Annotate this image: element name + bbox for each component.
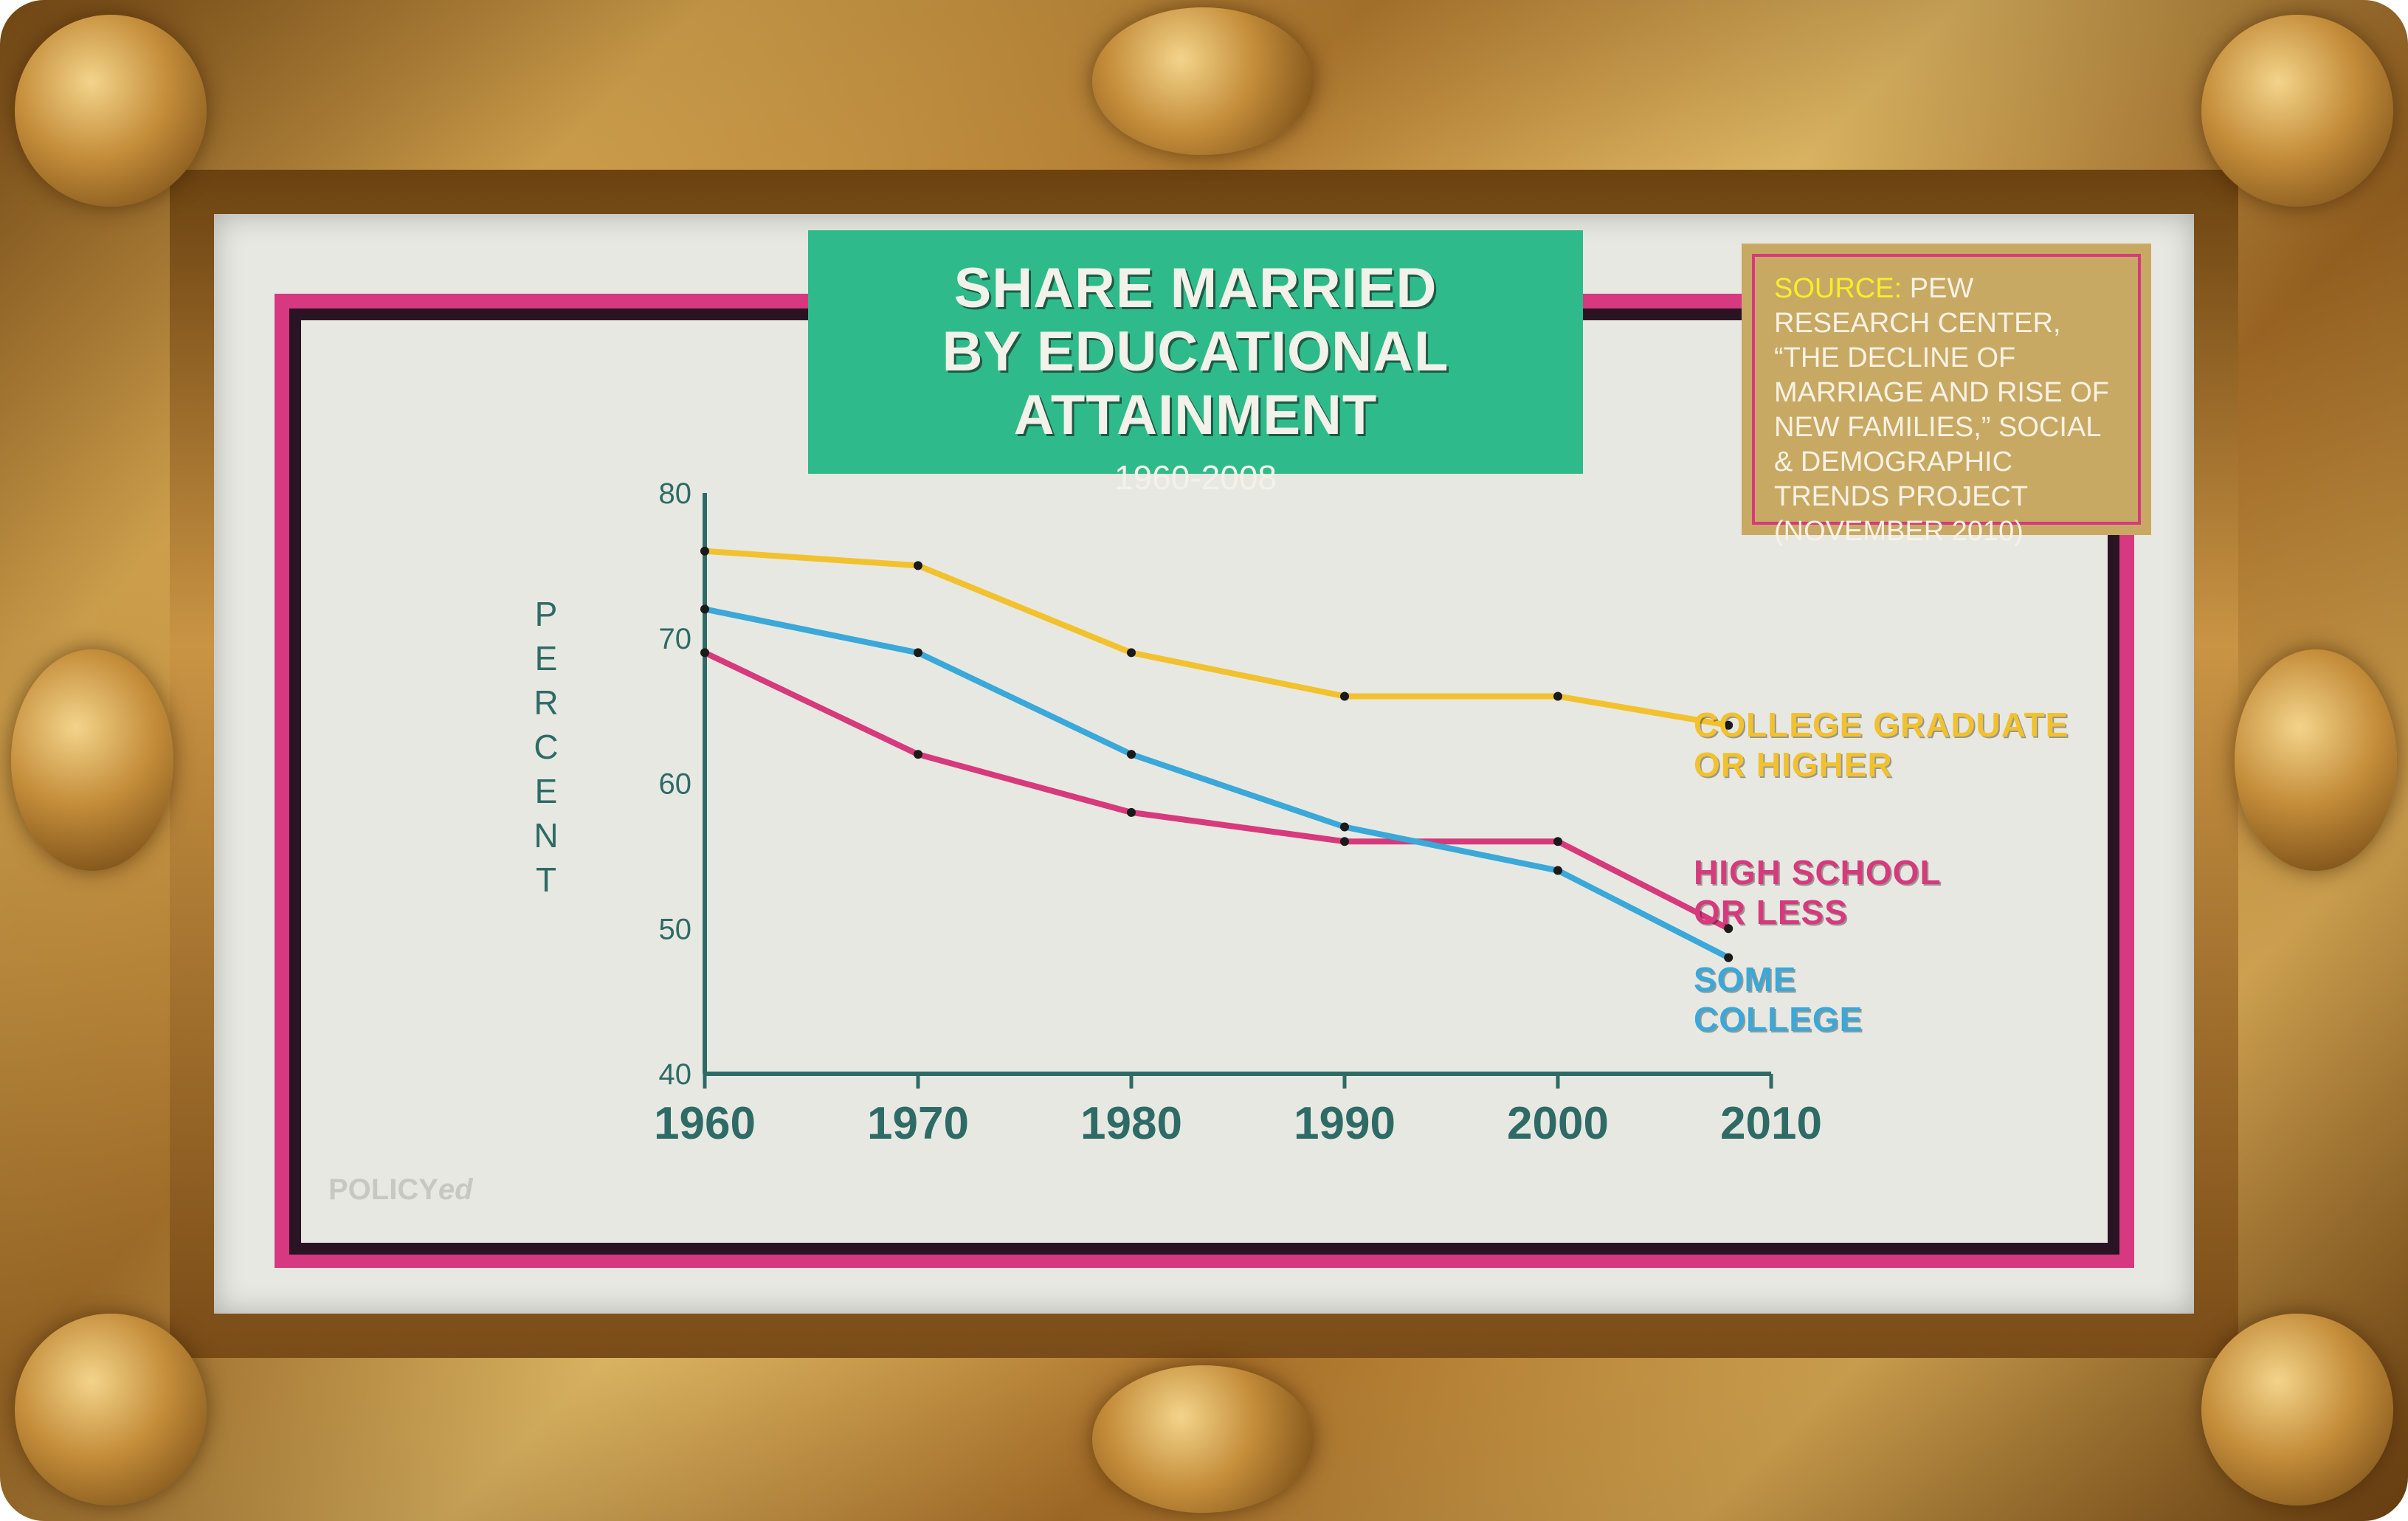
border-dark-right	[2108, 517, 2119, 1255]
frame-ornament-right	[2235, 649, 2397, 871]
series-line	[702, 548, 1732, 728]
data-point	[1724, 720, 1733, 730]
frame-ornament-left	[11, 649, 173, 871]
y-axis-label-letter: N	[534, 816, 559, 855]
chart-border	[275, 294, 2134, 1268]
y-axis-label-letter: E	[534, 639, 558, 677]
data-point	[914, 648, 922, 658]
x-tick-label: 2010	[1720, 1098, 1822, 1149]
chart-title-line-1: SHARE MARRIED	[953, 257, 1438, 320]
frame-ornament-top-right	[2201, 15, 2393, 207]
source-box: SOURCE: PEW RESEARCH CENTER, “THE DECLIN…	[1742, 244, 2151, 547]
data-point	[1127, 648, 1136, 658]
chart-axes	[703, 493, 1771, 1076]
x-tick-label: 2000	[1507, 1098, 1609, 1149]
legend-label: HIGH SCHOOL OR LESS	[1694, 852, 1942, 932]
data-point	[700, 604, 709, 614]
legend-label-line: COLLEGE	[1694, 1000, 1863, 1038]
chart-subtitle: 1960-2008	[1114, 458, 1277, 497]
border-dark-bottom	[289, 1243, 2119, 1255]
series-line	[702, 649, 1732, 932]
data-point	[1553, 837, 1562, 846]
y-axis-label-letter: E	[534, 772, 558, 810]
y-tick-label: 50	[659, 913, 692, 945]
frame-ornament-bottom-left	[15, 1314, 207, 1506]
data-point	[1340, 822, 1349, 832]
x-tick-label: 1980	[1080, 1098, 1182, 1149]
series-layer	[700, 546, 1733, 962]
data-point	[1553, 691, 1562, 701]
chart-title-box: SHARE MARRIED BY EDUCATIONAL ATTAINMENT …	[808, 230, 1583, 497]
chart-title-line-2: BY EDUCATIONAL ATTAINMENT	[942, 320, 1449, 446]
data-point	[1553, 866, 1562, 875]
data-point	[700, 546, 709, 556]
legend-label-line: OR HIGHER	[1694, 745, 1893, 784]
logo-main: POLICY	[328, 1173, 438, 1206]
legend-label-line: OR LESS	[1694, 893, 1848, 931]
legend-label-line: HIGH SCHOOL	[1694, 853, 1942, 891]
source-inner: SOURCE: PEW RESEARCH CENTER, “THE DECLIN…	[1752, 254, 2141, 547]
data-point	[914, 750, 922, 759]
y-axis-label-letter: R	[534, 683, 559, 722]
y-axis-label-letter: T	[535, 860, 557, 899]
legend-label-line: COLLEGE GRADUATE	[1694, 706, 2069, 744]
data-point	[1127, 750, 1136, 759]
y-tick-label: 40	[659, 1058, 692, 1091]
frame-ornament-top-left	[15, 15, 207, 207]
source-text: PEW RESEARCH CENTER, “THE DECLINE OF MAR…	[1774, 273, 2109, 547]
policyed-logo: POLICYed	[328, 1173, 473, 1207]
legend-label: SOME COLLEGE	[1694, 959, 1863, 1039]
data-point	[700, 648, 709, 658]
x-tick-label: 1960	[654, 1098, 756, 1149]
data-point	[1340, 691, 1349, 701]
y-tick-label: 60	[659, 768, 692, 801]
data-point	[1127, 807, 1136, 817]
legend-label-line: SOME	[1694, 960, 1797, 999]
data-point	[914, 561, 922, 570]
legend-label: COLLEGE GRADUATE OR HIGHER	[1694, 705, 2069, 784]
series-line	[702, 606, 1732, 961]
y-tick-label: 70	[659, 623, 692, 655]
tick-layer: 1960 1970 1980 1990 2000 2010 80 70 60 50 40	[654, 477, 1822, 1149]
logo-suffix: ed	[438, 1173, 473, 1206]
frame-ornament-top	[1092, 7, 1314, 155]
source-label: SOURCE:	[1774, 273, 1902, 304]
data-point	[1724, 924, 1733, 934]
x-tick-label: 1970	[867, 1098, 969, 1149]
frame-ornament-bottom-right	[2201, 1314, 2393, 1506]
border-dark-left	[289, 308, 301, 1255]
y-tick-label: 80	[659, 477, 692, 510]
data-point	[1340, 837, 1349, 846]
data-point	[1724, 953, 1733, 962]
y-axis-label-letter: C	[534, 728, 559, 766]
x-tick-label: 1990	[1294, 1098, 1396, 1149]
y-axis-label-letter: P	[534, 595, 558, 633]
frame-ornament-bottom	[1092, 1365, 1314, 1513]
